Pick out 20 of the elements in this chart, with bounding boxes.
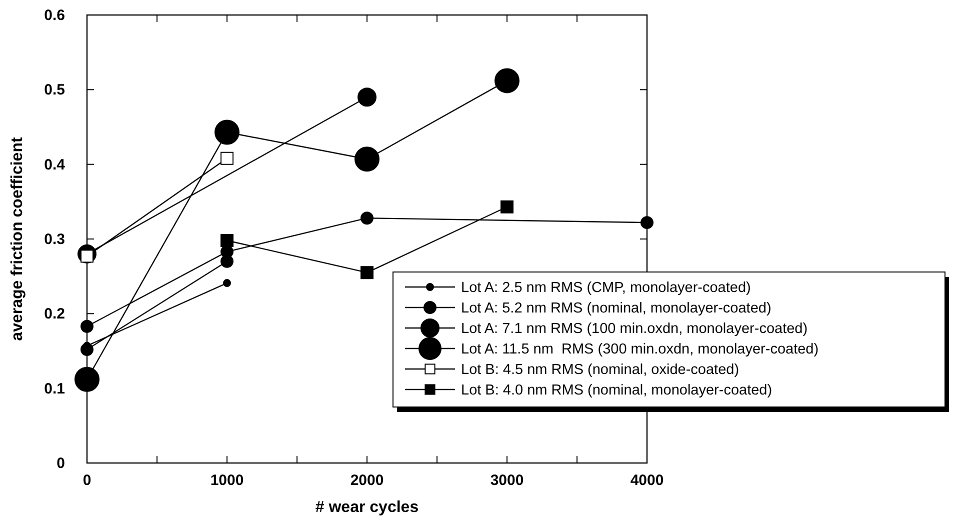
x-tick-label: 4000 [630, 472, 664, 489]
y-tick-label: 0.6 [44, 7, 65, 24]
y-tick-label: 0.3 [44, 231, 65, 248]
x-tick-label: 1000 [210, 472, 244, 489]
y-tick-label: 0.4 [44, 156, 66, 174]
x-tick-label: 0 [82, 472, 92, 489]
x-tick-label: 3000 [490, 472, 524, 489]
legend-label: Lot A: 5.2 nm RMS (nominal, monolayer-coated) [461, 300, 772, 316]
y-tick-label: 0 [56, 455, 65, 472]
legend-label: Lot B: 4.5 nm RMS (nominal, oxide-coated) [461, 362, 740, 378]
y-tick-label: 0.1 [44, 380, 65, 398]
x-axis-title: # wear cycles [315, 499, 419, 516]
legend-label: Lot A: 7.1 nm RMS (100 min.oxdn, monolayer-coated) [461, 321, 808, 337]
legend-label: Lot B: 4.0 nm RMS (nominal, monolayer-coated) [461, 382, 772, 398]
legend-label: Lot A: 2.5 nm RMS (CMP, monolayer-coated) [461, 280, 751, 296]
y-tick-label: 0.2 [44, 306, 65, 323]
y-tick-label: 0.5 [44, 82, 65, 99]
x-tick-label: 2000 [350, 472, 384, 489]
y-axis-title: average friction coefficient [9, 136, 26, 341]
legend-label: Lot A: 11.5 nm RMS (300 min.oxdn, monolayer-coated) [461, 342, 819, 358]
